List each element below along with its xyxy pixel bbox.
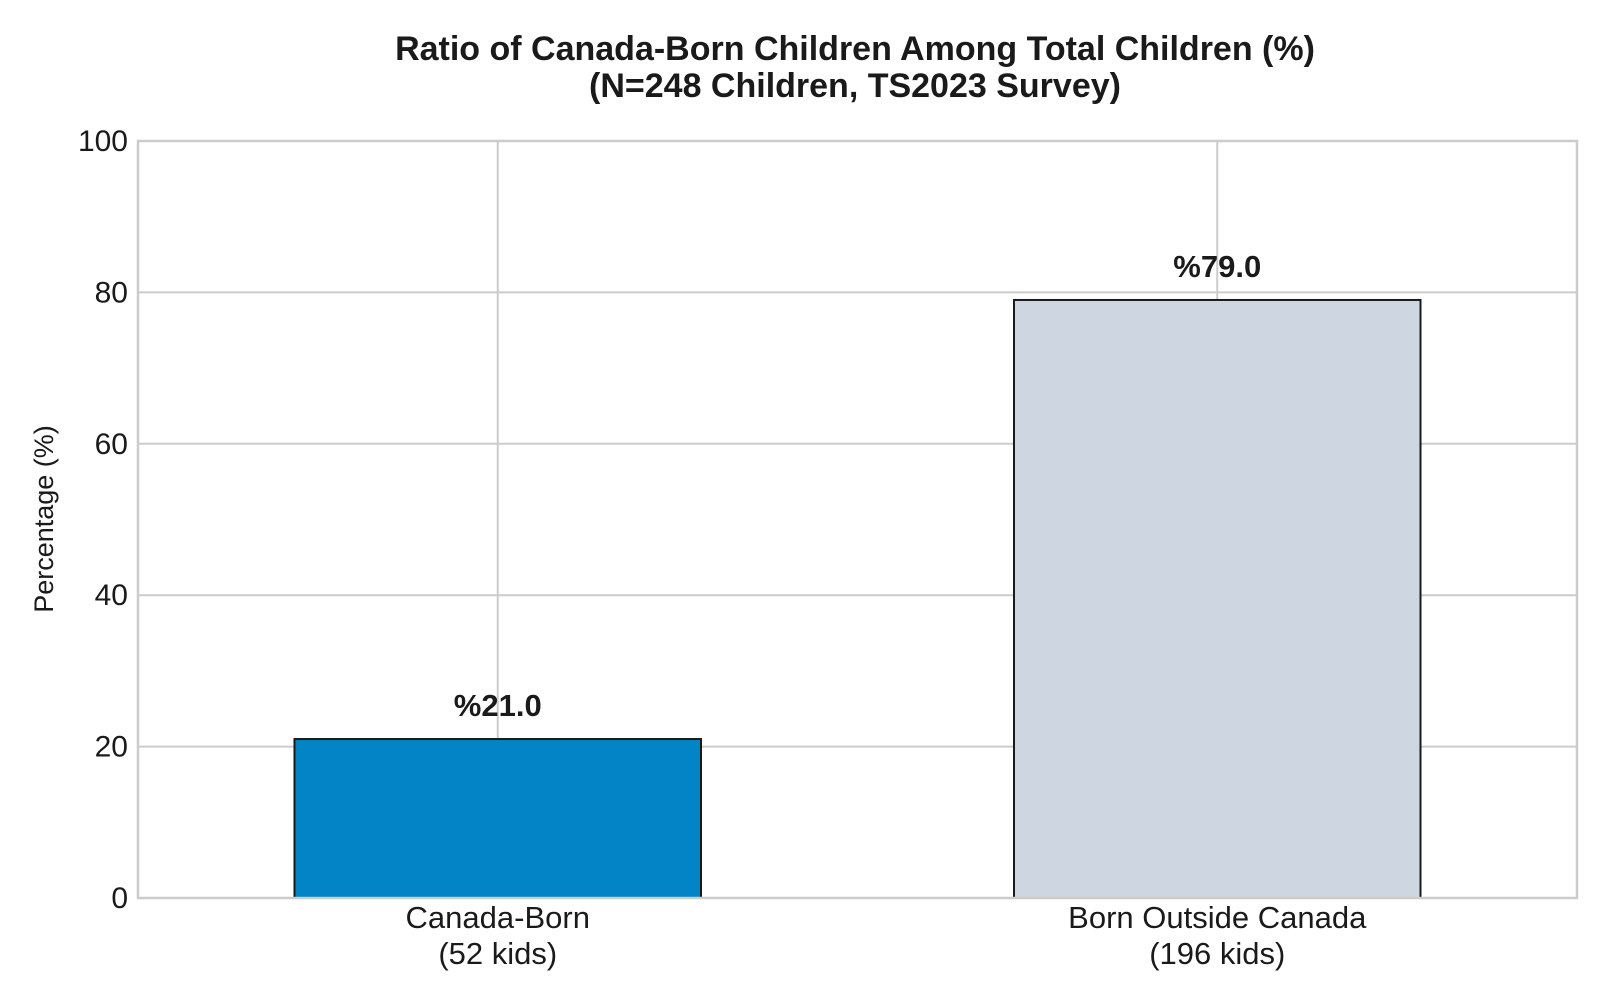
y-tick-labels: 0 20 40 60 80 100 — [78, 125, 128, 915]
x-tick-label: Born Outside Canada — [1068, 900, 1367, 935]
value-labels: %21.0 %79.0 — [454, 249, 1261, 723]
y-tick-label: 60 — [95, 428, 128, 461]
x-tick-label: Canada-Born — [406, 900, 590, 935]
y-tick-label: 40 — [95, 579, 128, 612]
y-tick-label: 0 — [111, 882, 128, 915]
plot-frame — [136, 139, 1579, 900]
bar — [293, 738, 703, 900]
bars — [293, 298, 1422, 900]
bar-value-label: %79.0 — [1173, 249, 1261, 284]
x-tick-labels: Canada-Born(52 kids) Born Outside Canada(… — [406, 900, 1368, 971]
chart-subtitle: (N=248 Children, TS2023 Survey) — [589, 67, 1121, 105]
y-tick-label: 100 — [78, 125, 128, 158]
y-tick-label: 80 — [95, 276, 128, 309]
chart-title: Ratio of Canada-Born Children Among Tota… — [395, 30, 1315, 68]
bar-value-label: %21.0 — [454, 688, 542, 723]
y-tick-label: 20 — [95, 731, 128, 764]
x-tick-sublabel: (52 kids) — [438, 936, 557, 971]
bar — [1012, 298, 1422, 900]
y-axis-label: Percentage (%) — [29, 425, 59, 613]
x-tick-sublabel: (196 kids) — [1149, 936, 1285, 971]
